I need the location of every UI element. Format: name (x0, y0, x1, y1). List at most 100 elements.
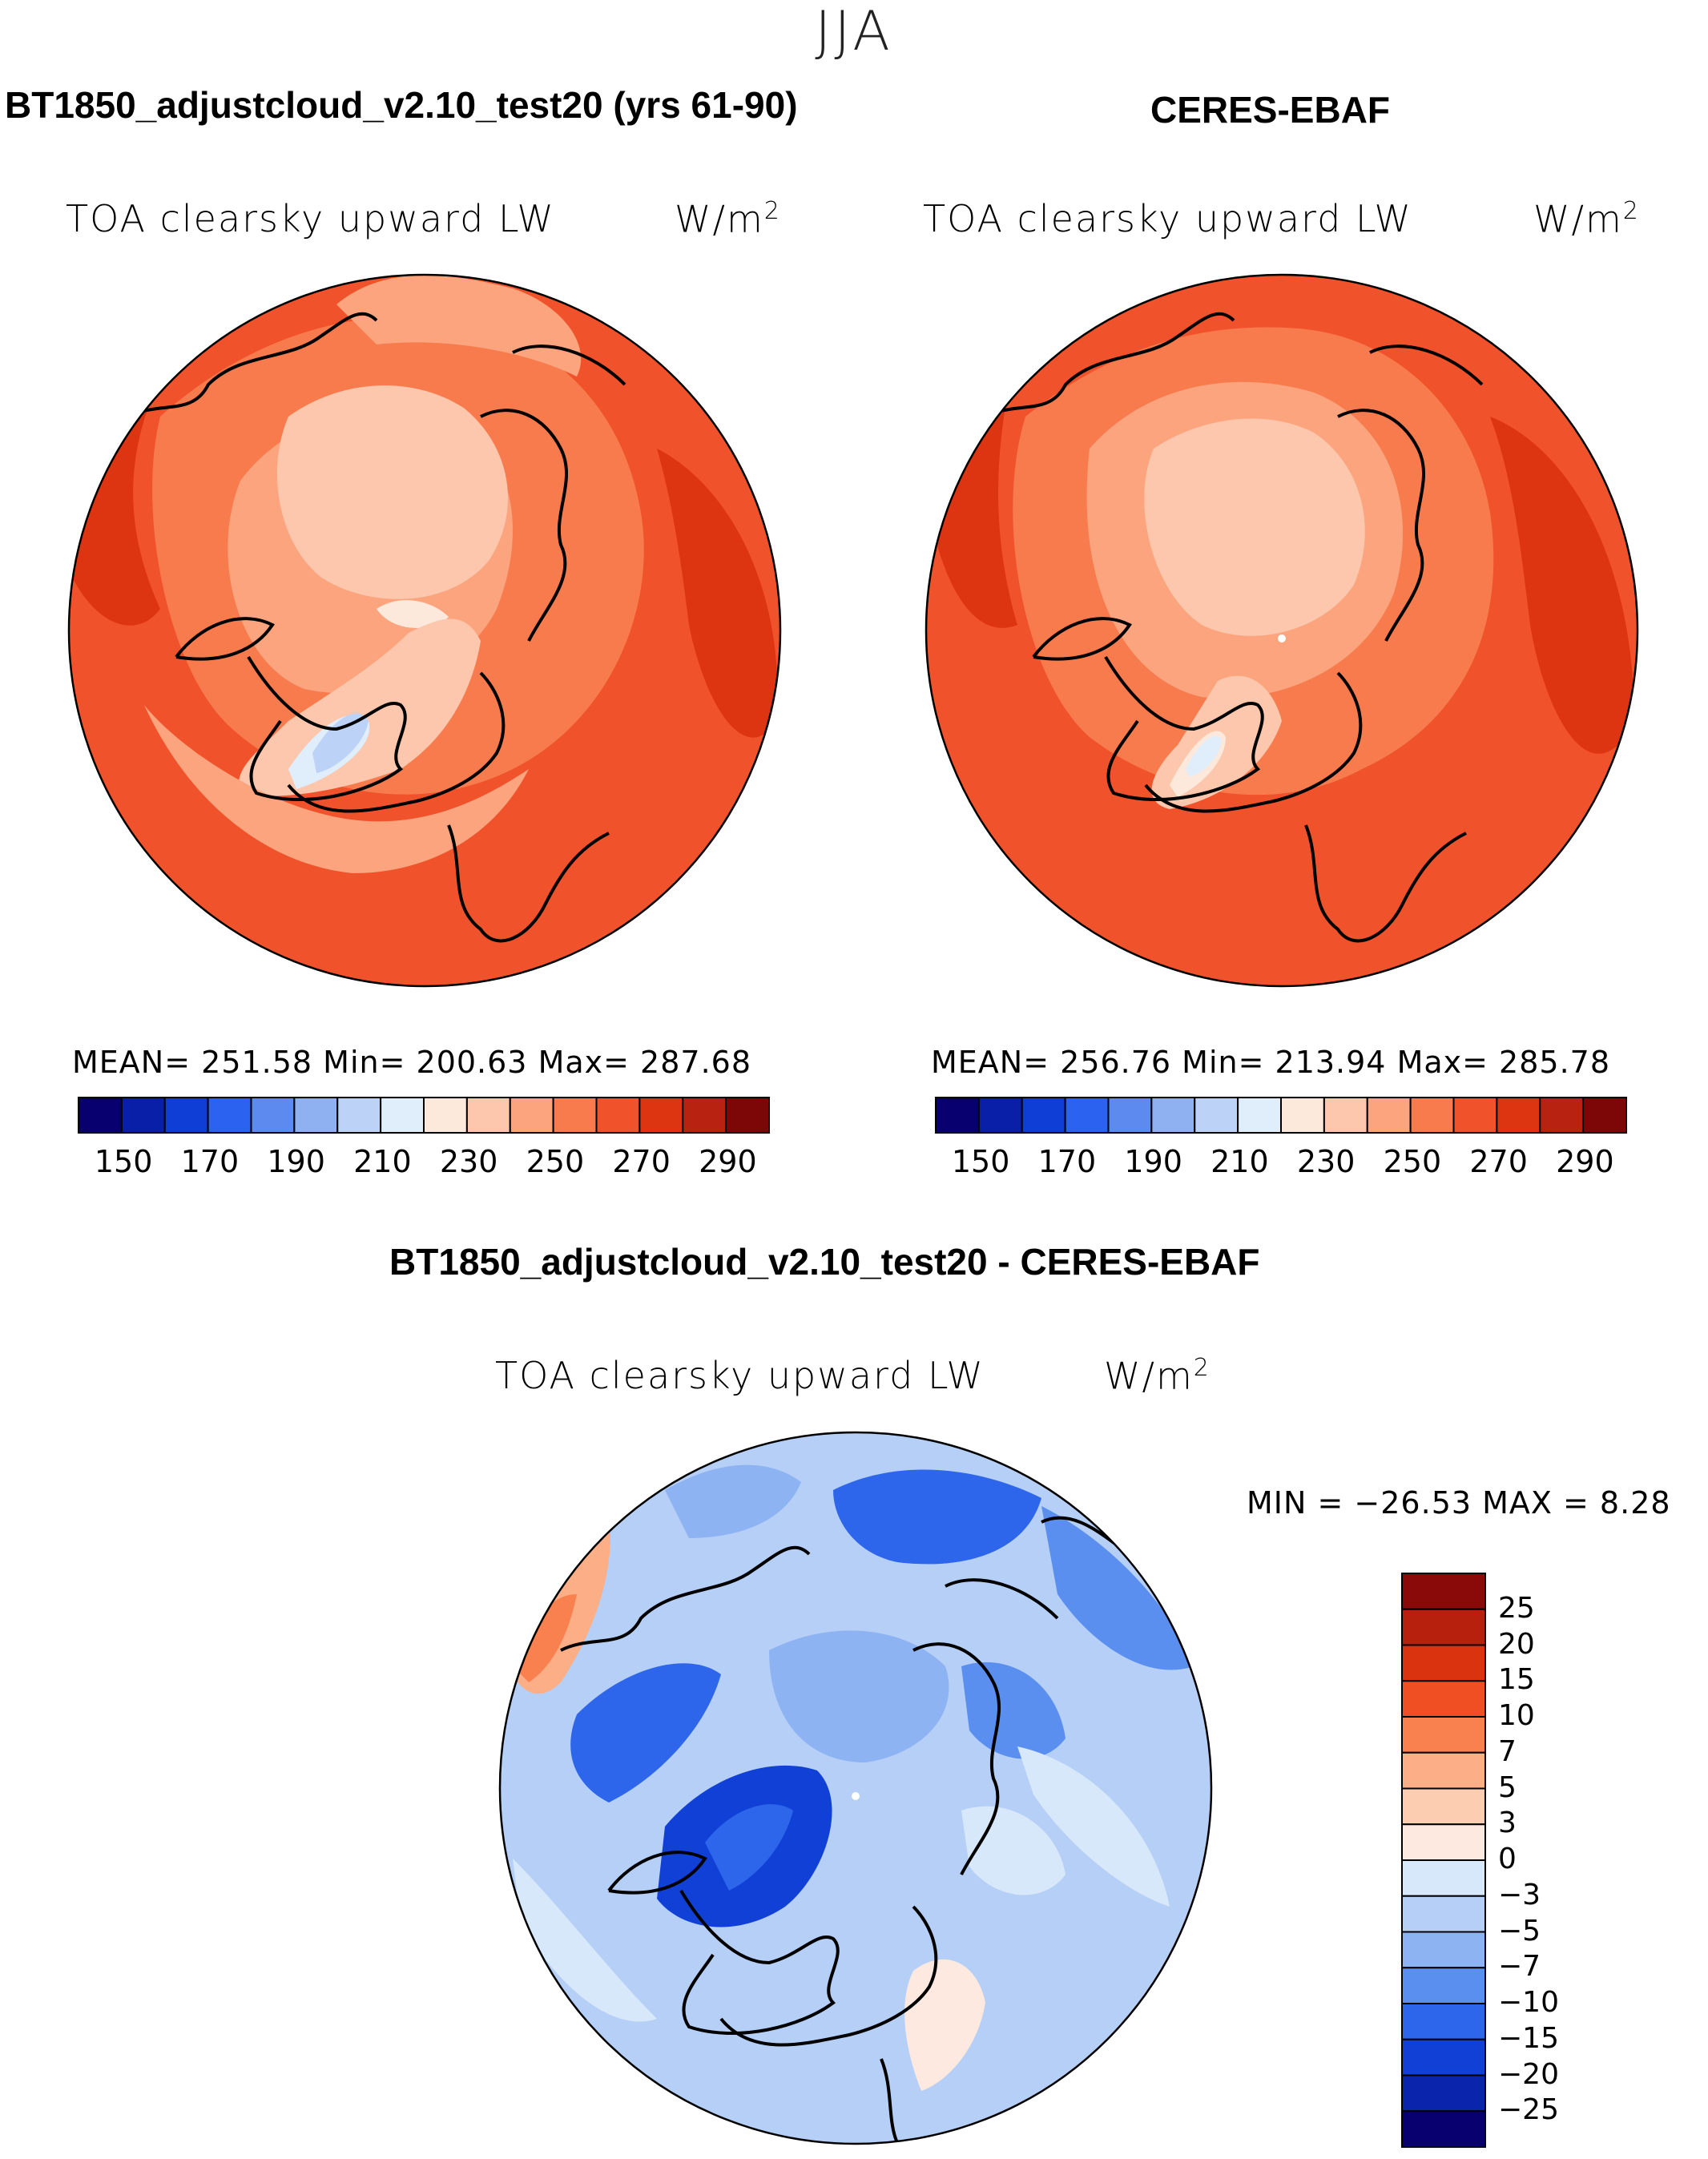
panel1-variable: TOA clearsky upward LW (66, 197, 555, 240)
colorbar-obs-swatch (1323, 1097, 1368, 1134)
panel2-stats: MEAN= 256.76 Min= 213.94 Max= 285.78 (931, 1045, 1611, 1080)
colorbar-diff-swatch (1401, 1859, 1486, 1897)
colorbar-obs-tick-label: 270 (1469, 1144, 1528, 1179)
colorbar-obs-swatch (1107, 1097, 1153, 1134)
map-obs-boundary (924, 273, 1639, 988)
panel2-case-title: CERES-EBAF (1150, 89, 1391, 131)
colorbar-model-swatch (465, 1097, 511, 1134)
colorbar-obs-tick-label: 290 (1556, 1144, 1614, 1179)
colorbar-model-tick-label: 170 (180, 1144, 240, 1179)
colorbar-model-tick-label: 250 (526, 1144, 585, 1179)
colorbar-diff-swatch (1401, 2074, 1486, 2113)
colorbar-obs-swatch (1366, 1097, 1412, 1134)
colorbar-diff-swatch (1401, 2110, 1486, 2148)
colorbar-model-tick-label: 210 (353, 1144, 412, 1179)
colorbar-model-swatch (638, 1097, 684, 1134)
panel1-stats: MEAN= 251.58 Min= 200.63 Max= 287.68 (72, 1045, 752, 1080)
colorbar-model-swatch (207, 1097, 252, 1134)
colorbar-diff-tick-label: 10 (1498, 1699, 1535, 1732)
colorbar-model-swatch (250, 1097, 296, 1134)
colorbar-diff-tick-label: −25 (1498, 2093, 1559, 2127)
colorbar-obs-swatch (1409, 1097, 1455, 1134)
colorbar-model-swatch (293, 1097, 339, 1134)
colorbar-obs-tick-label: 150 (951, 1144, 1010, 1179)
colorbar-diff-swatch (1401, 1716, 1486, 1754)
colorbar-model (78, 1097, 770, 1134)
panel3-variable: TOA clearsky upward LW (495, 1354, 985, 1397)
colorbar-obs-swatch (1582, 1097, 1627, 1134)
colorbar-model-tick-label: 150 (94, 1144, 153, 1179)
colorbar-obs-swatch (1452, 1097, 1498, 1134)
colorbar-obs-swatch (1064, 1097, 1110, 1134)
colorbar-diff-tick-label: 0 (1498, 1843, 1517, 1875)
colorbar-model-swatch (120, 1097, 166, 1134)
map-diff-boundary (498, 1431, 1213, 2145)
colorbar-obs-tick-label: 170 (1037, 1144, 1097, 1179)
colorbar-model-swatch (423, 1097, 468, 1134)
colorbar-model-swatch (725, 1097, 770, 1134)
colorbar-diff-swatch (1401, 1608, 1486, 1646)
panel3-units: W/m2 (1104, 1354, 1211, 1398)
colorbar-diff-tick-label: 3 (1498, 1807, 1517, 1840)
map-diff (500, 1432, 1211, 2144)
colorbar-diff-swatch (1401, 1751, 1486, 1790)
colorbar-diff-tick-label: −5 (1498, 1914, 1541, 1948)
colorbar-diff-tick-label: 7 (1498, 1734, 1517, 1768)
colorbar-diff-swatch (1401, 1931, 1486, 1969)
colorbar-diff-swatch (1401, 1823, 1486, 1861)
colorbar-model-tick-label: 230 (439, 1144, 498, 1179)
colorbar-model-swatch (163, 1097, 209, 1134)
panel3-stats: MIN = −26.53 MAX = 8.28 (1247, 1485, 1671, 1521)
colorbar-model-swatch (595, 1097, 641, 1134)
colorbar-obs-swatch (1496, 1097, 1541, 1134)
colorbar-obs-tick-label: 250 (1383, 1144, 1442, 1179)
colorbar-model-tick-label: 290 (699, 1144, 757, 1179)
colorbar-obs-tick-label: 210 (1211, 1144, 1269, 1179)
colorbar-diff-tick-label: 25 (1498, 1591, 1535, 1625)
colorbar-diff-tick-label: −7 (1498, 1950, 1541, 1984)
colorbar-obs-swatch (1150, 1097, 1196, 1134)
colorbar-diff-tick-label: −15 (1498, 2021, 1559, 2055)
colorbar-diff-swatch (1401, 2038, 1486, 2076)
colorbar-diff-tick-label: −10 (1498, 1986, 1559, 2019)
panel2-units: W/m2 (1533, 197, 1640, 241)
colorbar-diff-swatch (1401, 1644, 1486, 1682)
colorbar-obs-swatch (1021, 1097, 1066, 1134)
colorbar-obs-swatch (1280, 1097, 1325, 1134)
colorbar-obs-tick-label: 230 (1296, 1144, 1356, 1179)
colorbar-diff-swatch (1401, 1787, 1486, 1826)
colorbar-diff-tick-label: −3 (1498, 1878, 1541, 1911)
colorbar-model-tick-label: 190 (267, 1144, 325, 1179)
panel1-case-title: BT1850_adjustcloud_v2.10_test20 (yrs 61-… (5, 84, 798, 126)
colorbar-obs-swatch (1539, 1097, 1585, 1134)
colorbar-model-swatch (336, 1097, 382, 1134)
colorbar-diff-tick-label: 5 (1498, 1770, 1517, 1804)
colorbar-diff-tick-label: 15 (1498, 1663, 1535, 1697)
colorbar-model-tick-label: 270 (612, 1144, 671, 1179)
colorbar-diff-swatch (1401, 1967, 1486, 2004)
colorbar-diff-swatch (1401, 2003, 1486, 2040)
map-obs (926, 275, 1638, 986)
colorbar-obs-swatch (935, 1097, 980, 1134)
colorbar-model-swatch (78, 1097, 123, 1134)
colorbar-diff-swatch (1401, 1895, 1486, 1933)
panel2-variable: TOA clearsky upward LW (923, 197, 1412, 240)
colorbar-diff (1401, 1573, 1486, 2148)
colorbar-obs-swatch (1194, 1097, 1239, 1134)
season-title: JJA (815, 0, 893, 63)
map-model (69, 275, 780, 986)
colorbar-model-swatch (380, 1097, 425, 1134)
colorbar-diff-tick-label: 20 (1498, 1627, 1535, 1661)
colorbar-model-swatch (552, 1097, 598, 1134)
colorbar-diff-swatch (1401, 1573, 1486, 1610)
colorbar-diff-tick-label: −20 (1498, 2057, 1559, 2091)
map-model-boundary (67, 273, 782, 988)
colorbar-model-swatch (682, 1097, 727, 1134)
colorbar-obs-swatch (1237, 1097, 1282, 1134)
colorbar-diff-swatch (1401, 1680, 1486, 1718)
colorbar-model-swatch (509, 1097, 554, 1134)
colorbar-obs-swatch (977, 1097, 1023, 1134)
colorbar-obs (935, 1097, 1627, 1134)
panel1-units: W/m2 (675, 197, 781, 241)
diff-case-title: BT1850_adjustcloud_v2.10_test20 - CERES-… (389, 1241, 1260, 1283)
